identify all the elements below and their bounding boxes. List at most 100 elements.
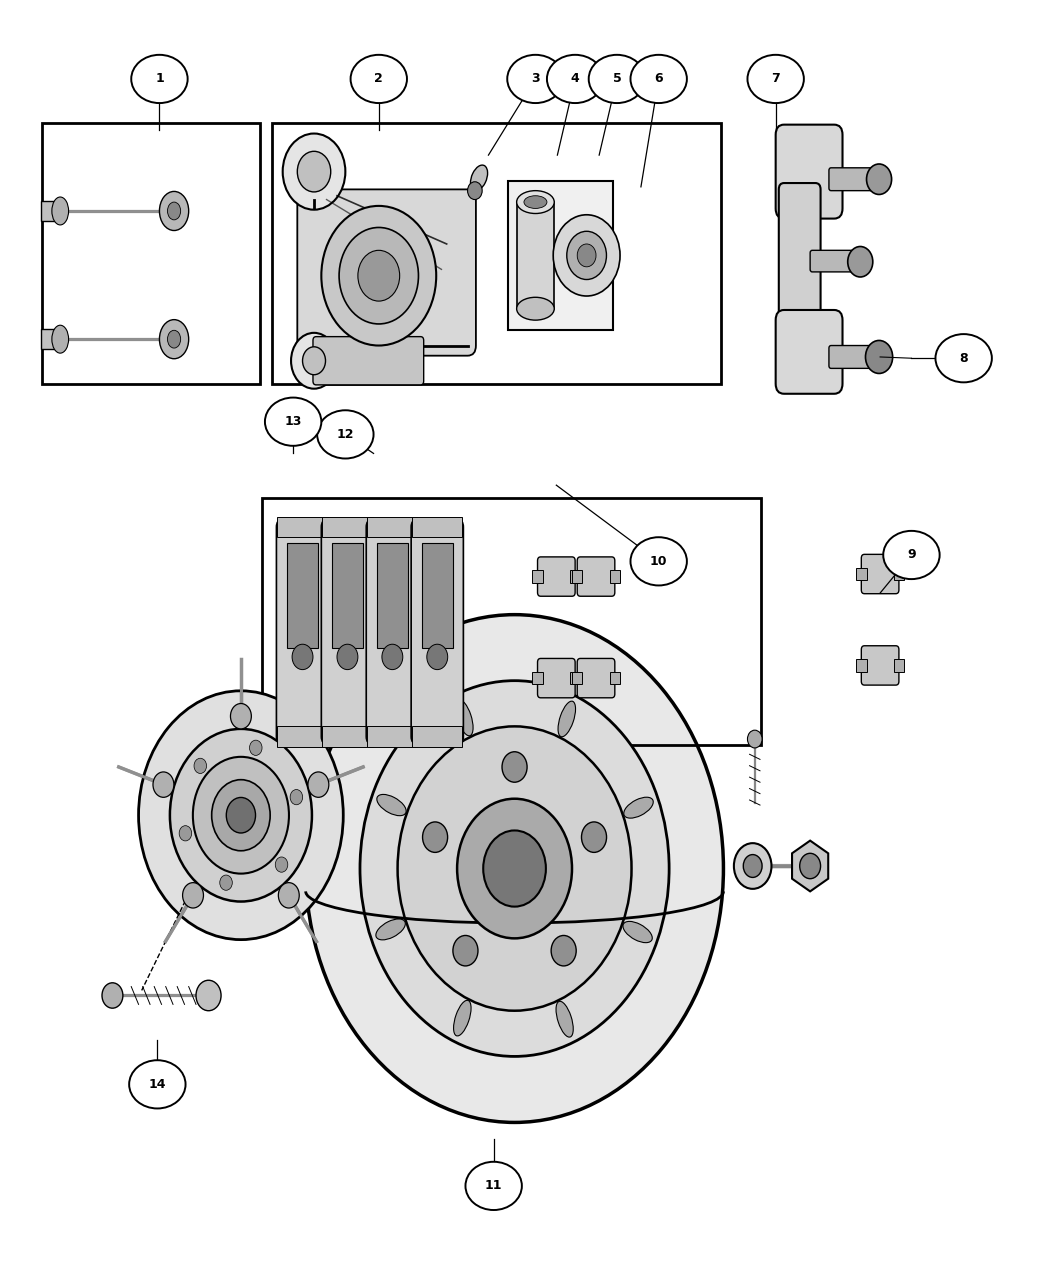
Ellipse shape <box>168 330 181 348</box>
Ellipse shape <box>936 334 992 382</box>
Circle shape <box>193 757 289 873</box>
FancyBboxPatch shape <box>538 557 575 597</box>
Bar <box>332 543 363 648</box>
Polygon shape <box>792 840 828 891</box>
Ellipse shape <box>624 797 653 819</box>
Circle shape <box>275 857 288 872</box>
FancyBboxPatch shape <box>297 190 476 356</box>
FancyBboxPatch shape <box>276 519 329 745</box>
Bar <box>322 727 373 747</box>
Ellipse shape <box>470 164 487 191</box>
Bar <box>572 672 583 685</box>
FancyBboxPatch shape <box>538 658 575 697</box>
Circle shape <box>180 826 192 842</box>
Circle shape <box>467 182 482 200</box>
Circle shape <box>582 822 607 853</box>
Circle shape <box>194 759 207 774</box>
Circle shape <box>866 164 891 195</box>
Circle shape <box>360 681 669 1057</box>
Bar <box>422 543 453 648</box>
Ellipse shape <box>623 922 652 942</box>
Circle shape <box>800 853 821 878</box>
Circle shape <box>153 771 174 797</box>
Bar <box>272 124 721 384</box>
Text: 3: 3 <box>531 73 540 85</box>
Text: 7: 7 <box>772 73 780 85</box>
Text: 14: 14 <box>149 1077 166 1091</box>
Bar <box>277 516 328 537</box>
Bar <box>894 567 904 580</box>
Bar <box>517 201 554 309</box>
Circle shape <box>567 231 607 279</box>
Circle shape <box>227 797 255 833</box>
Ellipse shape <box>517 297 554 320</box>
Bar <box>413 727 462 747</box>
Circle shape <box>297 152 331 193</box>
Circle shape <box>292 644 313 669</box>
Bar <box>856 567 866 580</box>
Ellipse shape <box>547 55 604 103</box>
Ellipse shape <box>507 55 564 103</box>
Ellipse shape <box>589 55 645 103</box>
Ellipse shape <box>129 1061 186 1108</box>
Ellipse shape <box>630 55 687 103</box>
Text: 9: 9 <box>907 548 916 561</box>
Circle shape <box>553 214 621 296</box>
Circle shape <box>183 882 204 908</box>
Circle shape <box>748 731 762 748</box>
Text: 4: 4 <box>571 73 580 85</box>
Bar <box>508 181 613 330</box>
Text: 6: 6 <box>654 73 663 85</box>
FancyBboxPatch shape <box>861 555 899 594</box>
FancyBboxPatch shape <box>578 557 615 597</box>
Bar <box>322 516 373 537</box>
Ellipse shape <box>883 530 940 579</box>
Ellipse shape <box>168 201 181 219</box>
Ellipse shape <box>160 191 189 231</box>
Circle shape <box>282 134 345 209</box>
Bar <box>413 516 462 537</box>
Circle shape <box>230 704 251 729</box>
Circle shape <box>398 727 631 1011</box>
Circle shape <box>358 250 400 301</box>
Circle shape <box>339 227 419 324</box>
FancyBboxPatch shape <box>811 250 856 272</box>
Ellipse shape <box>317 411 374 459</box>
Text: 11: 11 <box>485 1179 502 1192</box>
FancyBboxPatch shape <box>861 645 899 685</box>
FancyBboxPatch shape <box>412 519 463 745</box>
Circle shape <box>382 644 403 669</box>
Bar <box>894 659 904 672</box>
Circle shape <box>306 615 723 1122</box>
Bar <box>532 570 543 583</box>
Text: 12: 12 <box>337 428 354 441</box>
Ellipse shape <box>454 1001 471 1035</box>
Bar <box>368 727 418 747</box>
Ellipse shape <box>524 196 547 208</box>
FancyBboxPatch shape <box>779 184 821 367</box>
Bar <box>610 570 621 583</box>
FancyBboxPatch shape <box>776 310 842 394</box>
Ellipse shape <box>351 55 407 103</box>
Bar <box>532 672 543 685</box>
Ellipse shape <box>376 919 405 940</box>
Bar <box>42 124 259 384</box>
Text: 5: 5 <box>612 73 622 85</box>
Bar <box>41 329 60 349</box>
Text: 1: 1 <box>155 73 164 85</box>
Circle shape <box>865 340 892 374</box>
Ellipse shape <box>160 320 189 358</box>
Circle shape <box>219 875 232 890</box>
Bar <box>41 200 60 221</box>
Ellipse shape <box>51 325 68 353</box>
Circle shape <box>453 936 478 966</box>
Bar <box>856 659 866 672</box>
Circle shape <box>483 830 546 907</box>
FancyBboxPatch shape <box>828 346 875 368</box>
Bar <box>610 672 621 685</box>
Circle shape <box>422 822 447 853</box>
Circle shape <box>734 843 772 889</box>
Ellipse shape <box>456 700 474 736</box>
Ellipse shape <box>51 198 68 224</box>
FancyBboxPatch shape <box>776 125 842 218</box>
